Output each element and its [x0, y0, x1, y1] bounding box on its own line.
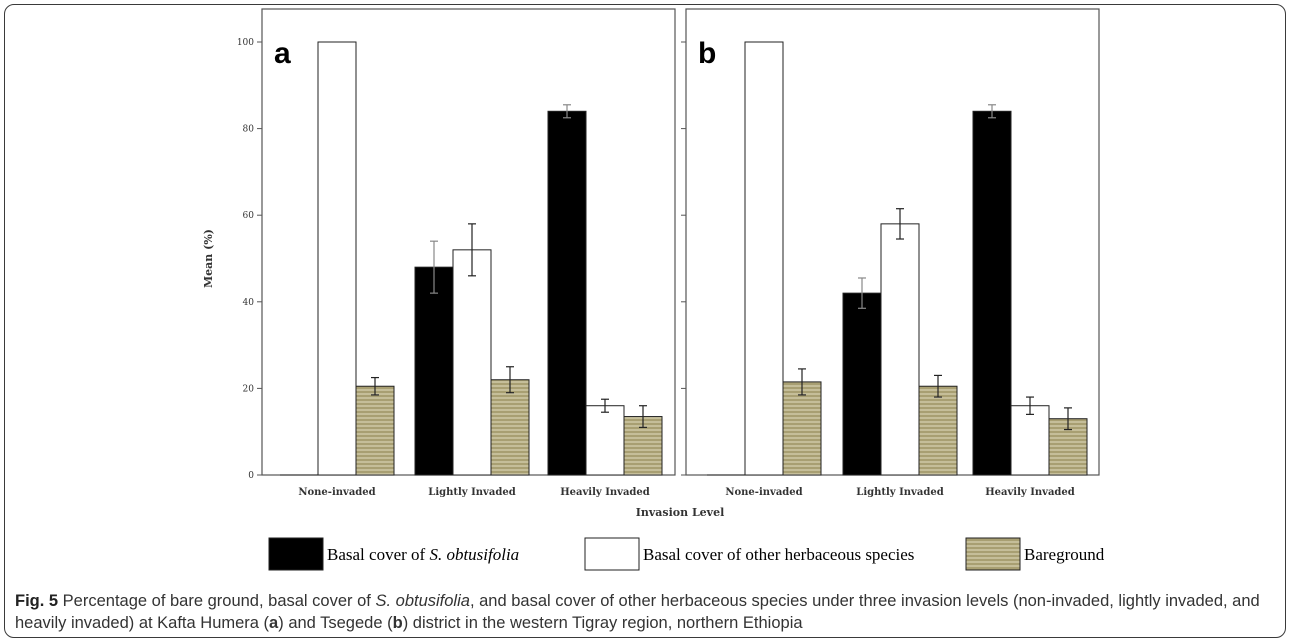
panel-b-category-label: Lightly Invaded — [856, 487, 943, 498]
legend-label-sobtusifolia: Basal cover of S. obtusifolia — [327, 545, 519, 564]
legend-label-other-herbaceous: Basal cover of other herbaceous species — [643, 545, 914, 564]
panel-a-category-label: Lightly Invaded — [428, 487, 515, 498]
y-axis-label: Mean (%) — [202, 229, 215, 288]
panel-a-ytick-label: 0 — [248, 471, 254, 481]
legend-label-bareground: Bareground — [1024, 545, 1105, 564]
panel-b-bar-other-herbaceous — [744, 41, 784, 476]
panel-b-bar-bareground — [782, 381, 822, 476]
panel-a-ytick-label: 60 — [243, 211, 255, 221]
panel-b-letter: b — [698, 37, 716, 70]
caption-panel-a: a — [269, 614, 279, 632]
panel-a-category-label: Heavily Invaded — [560, 487, 650, 498]
panel-a-bar-bareground — [355, 385, 395, 476]
bar-chart: a 0 20 40 60 80 100 None-invaded Lightly Invaded… — [202, 8, 1105, 571]
panel-a-ytick-label: 80 — [243, 125, 255, 135]
legend-swatch-bareground — [965, 537, 1021, 571]
legend-swatch-sobtusifolia — [268, 537, 324, 571]
panel-a-ytick-label: 20 — [243, 384, 255, 394]
panel-a-ytick-label: 100 — [237, 38, 254, 48]
panel-a-letter: a — [274, 37, 291, 70]
panel-b-bar-sobtusifolia — [972, 110, 1012, 476]
panel-a-bar-sobtusifolia — [547, 110, 587, 476]
figure-frame: a 0 20 40 60 80 100 None-invaded Lightly Invaded… — [4, 4, 1286, 638]
panel-a-bar-bareground — [490, 379, 530, 476]
panel-a-bar-other-herbaceous — [452, 249, 492, 476]
caption-text-2: , and basal cover of other herbaceous sp… — [15, 592, 1260, 632]
panel-a-bar-other-herbaceous — [585, 405, 625, 476]
caption-text-1: Percentage of bare ground, basal cover o… — [58, 592, 376, 610]
caption-species: S. obtusifolia — [375, 592, 470, 610]
caption-text-3: ) and Tsegede ( — [278, 614, 393, 632]
panel-b-bar-sobtusifolia — [842, 292, 882, 476]
panel-b-bar-other-herbaceous — [880, 223, 920, 476]
panel-a-bar-other-herbaceous — [317, 41, 357, 476]
panel-b-bar-bareground — [918, 385, 958, 476]
caption-label: Fig. 5 — [15, 592, 59, 610]
panel-a-ytick-label: 40 — [243, 298, 255, 308]
x-axis-label: Invasion Level — [636, 506, 725, 519]
panel-b-category-label: None-invaded — [725, 487, 802, 498]
caption-text-4: ) district in the western Tigray region,… — [402, 614, 803, 632]
panel-b-bar-other-herbaceous — [1010, 405, 1050, 476]
panel-b-category-label: Heavily Invaded — [985, 487, 1075, 498]
panel-a-bar-sobtusifolia — [414, 266, 454, 476]
figure-caption: Fig. 5 Percentage of bare ground, basal … — [15, 590, 1283, 634]
panel-a-category-label: None-invaded — [298, 487, 375, 498]
caption-panel-b: b — [392, 614, 403, 632]
legend-swatch-other-herbaceous — [584, 537, 640, 571]
